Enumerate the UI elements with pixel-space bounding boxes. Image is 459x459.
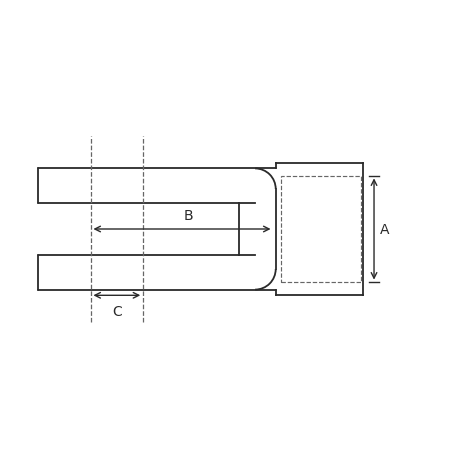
Text: B: B	[184, 209, 193, 223]
Bar	[280, 176, 360, 283]
Text: A: A	[379, 223, 389, 236]
Text: C: C	[112, 305, 122, 319]
